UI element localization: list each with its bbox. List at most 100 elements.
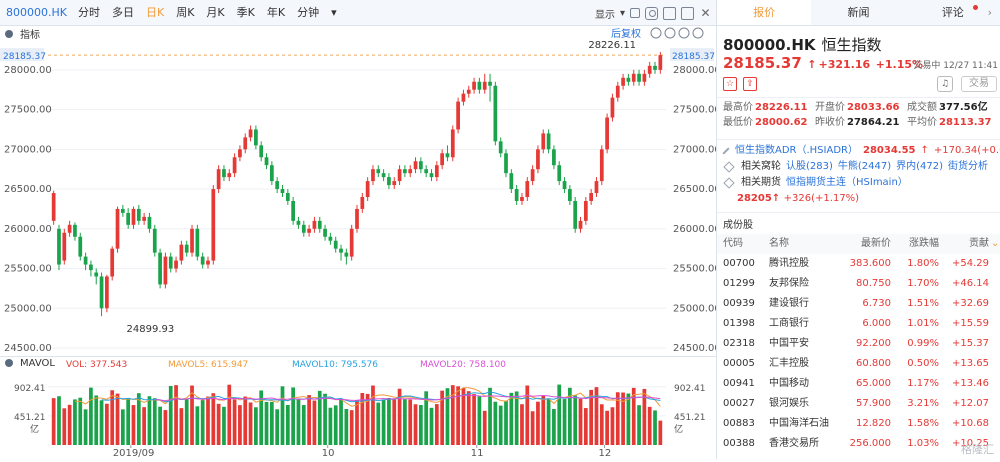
candle-body <box>126 212 131 225</box>
table-row[interactable]: 00388 香港交易所 256.000 1.03% +10.25 <box>717 434 1000 454</box>
futures-link[interactable]: 恒指期货主连（HSImain） <box>786 177 908 188</box>
bell-icon[interactable]: ♫ <box>937 76 953 92</box>
tab-weekly-k[interactable]: 周K <box>176 5 195 19</box>
tab-quarterly-k[interactable]: 季K <box>236 5 255 19</box>
volume-bar <box>456 386 460 445</box>
volume-bar <box>115 393 120 445</box>
chevron-right-icon[interactable]: › <box>987 6 992 19</box>
chart-area[interactable]: 28000.00 28000.00 27500.00 27500.00 27000.00… <box>0 26 721 459</box>
display-menu[interactable]: 显示 <box>594 9 615 21</box>
candle-body <box>211 189 216 261</box>
candle-body <box>312 220 317 229</box>
cell-contrib: +10.25 <box>951 438 989 449</box>
adr-name[interactable]: 恒生指数ADR（.HSIADR） <box>735 145 858 156</box>
column-header[interactable]: 代码 <box>723 238 743 249</box>
table-row[interactable]: 00883 中国海洋石油 12.820 1.58% +10.68 <box>717 414 1000 434</box>
candle-body <box>280 189 285 194</box>
volume-bar <box>190 385 194 445</box>
cell-pct: 1.70% <box>907 278 939 289</box>
volume-bar <box>493 401 498 445</box>
volume-bar <box>211 393 216 445</box>
tab-news[interactable]: 新闻 <box>811 0 905 25</box>
camera-icon[interactable] <box>645 6 658 20</box>
tab-news-label: 新闻 <box>847 6 870 19</box>
candle-body <box>552 149 556 166</box>
link-street-analysis[interactable]: 街货分析 <box>948 161 989 172</box>
candle-body <box>222 169 226 178</box>
link-inline[interactable]: 界内(472) <box>896 161 944 172</box>
kline-chart-svg[interactable]: 28000.00 28000.00 27500.00 27500.00 27000.00… <box>0 26 721 459</box>
share-icon[interactable]: ⇪ <box>743 77 757 91</box>
volume-bar <box>323 393 327 445</box>
candle-body <box>498 141 503 154</box>
cell-pct: 1.03% <box>907 438 939 449</box>
tab-multiday[interactable]: 多日 <box>111 5 134 19</box>
column-header[interactable]: 名称 <box>769 238 789 249</box>
link-warrants[interactable]: 认股(283) <box>786 161 833 172</box>
volume-bar <box>621 392 625 445</box>
volume-bar <box>216 403 221 445</box>
watermark: 格隆汇 <box>961 443 994 456</box>
adr-price: 28034.55 <box>862 145 916 156</box>
price-axis-label-left: 27500.00 <box>4 105 52 116</box>
price-axis-label-right: 27500.00 <box>673 105 716 116</box>
drawing-icon[interactable] <box>663 6 676 20</box>
tab-comments[interactable]: 评论 › <box>906 0 1000 25</box>
star-icon[interactable]: ☆ <box>723 77 737 91</box>
volume-bar <box>360 392 365 445</box>
candle-body <box>349 228 354 257</box>
symbol-label[interactable]: 800000.HK <box>6 5 67 19</box>
tab-yearly-k[interactable]: 年K <box>266 5 286 19</box>
quote-panel: 报价 新闻 评论 › 800000.HK 恒生指数 28185.37 ↑ +321.1… <box>716 0 1000 459</box>
stat-label: 最高价 <box>723 102 753 113</box>
column-header[interactable]: 贡献 <box>969 238 989 249</box>
candle-body <box>387 177 391 186</box>
undo-icon[interactable] <box>650 27 662 39</box>
table-row[interactable]: 00027 银河娱乐 57.900 3.21% +12.07 <box>717 394 1000 414</box>
stats-row: 最低价 28000.62 昨收价 27864.21 平均价 28113.37 <box>723 115 999 130</box>
plus-icon[interactable] <box>678 27 690 39</box>
volume-bar <box>238 405 242 445</box>
tab-monthly-k[interactable]: 月K <box>206 5 225 19</box>
table-row[interactable]: 00700 腾讯控股 383.600 1.80% +54.29 <box>717 254 1000 274</box>
adr-row[interactable]: 恒生指数ADR（.HSIADR） 28034.55 ↑ +170.34(+0.61%) <box>722 143 1000 159</box>
minute-dropdown-icon[interactable]: ▾ <box>331 5 337 19</box>
candle-body <box>413 161 418 170</box>
link-cbbc[interactable]: 牛熊(2447) <box>837 161 892 172</box>
settings-icon[interactable] <box>692 27 704 39</box>
cell-code: 00388 <box>723 438 755 449</box>
table-row[interactable]: 02318 中国平安 92.200 0.99% +15.37 <box>717 334 1000 354</box>
column-header[interactable]: 涨跌幅 <box>909 238 939 249</box>
column-header[interactable]: 最新价 <box>861 238 891 249</box>
tab-daily-k[interactable]: 日K <box>145 5 165 19</box>
display-dropdown-icon[interactable]: ▾ <box>619 7 625 19</box>
table-row[interactable]: 00939 建设银行 6.730 1.51% +32.69 <box>717 294 1000 314</box>
sort-desc-icon[interactable]: ⌄ <box>991 238 1000 249</box>
price-axis-label-right: 26000.00 <box>673 224 716 235</box>
stat-cell: 平均价 28113.37 <box>907 115 999 130</box>
tab-quote[interactable]: 报价 <box>717 0 812 25</box>
tab-minute[interactable]: 分钟 <box>297 5 320 19</box>
candle-body <box>190 228 194 253</box>
price-axis-label-left: 25500.00 <box>4 264 52 275</box>
candle-body <box>360 197 365 209</box>
stat-value: 28000.62 <box>755 117 808 128</box>
trade-button[interactable]: 交易 <box>961 76 997 92</box>
candle-body <box>557 165 562 182</box>
candle-body <box>248 129 253 138</box>
low-annotation: 24899.93 <box>127 324 175 335</box>
price-axis-label-left: 26500.00 <box>4 184 52 195</box>
close-icon[interactable] <box>699 7 712 20</box>
candle-body <box>605 117 609 150</box>
tab-intraday[interactable]: 分时 <box>77 5 100 19</box>
table-row[interactable]: 00941 中国移动 65.000 1.17% +13.46 <box>717 374 1000 394</box>
minus-icon[interactable] <box>664 27 676 39</box>
volume-bar <box>174 385 178 445</box>
cell-code: 00005 <box>723 358 755 369</box>
cell-code: 00939 <box>723 298 755 309</box>
table-row[interactable]: 01398 工商银行 6.000 1.01% +15.59 <box>717 314 1000 334</box>
checkbox-icon[interactable] <box>630 8 640 18</box>
table-row[interactable]: 00005 汇丰控股 60.800 0.50% +13.65 <box>717 354 1000 374</box>
table-row[interactable]: 01299 友邦保险 80.750 1.70% +46.14 <box>717 274 1000 294</box>
fullscreen-icon[interactable] <box>681 6 694 20</box>
